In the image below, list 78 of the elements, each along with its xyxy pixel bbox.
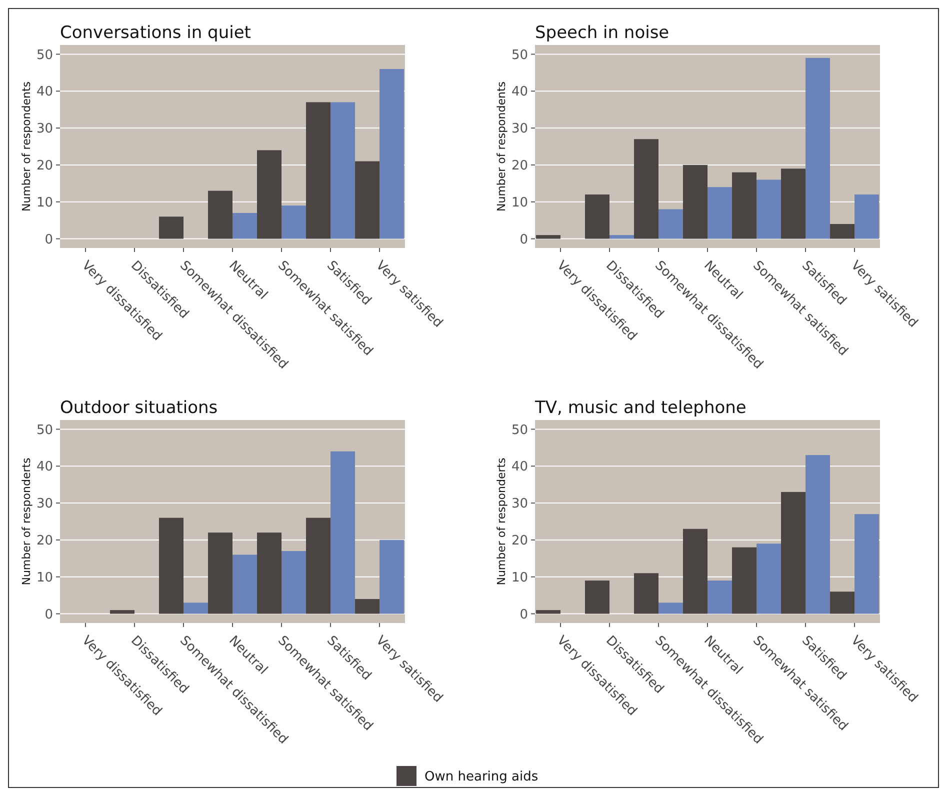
bar [830, 224, 855, 239]
y-tick-label: 30 [36, 496, 53, 512]
bar [584, 580, 610, 614]
bar [158, 216, 184, 239]
bar [355, 161, 380, 239]
y-tick-label: 40 [511, 460, 528, 475]
y-tick-label: 40 [36, 84, 53, 100]
y-tick-label: 10 [511, 570, 528, 586]
y-tick-label: 30 [36, 122, 53, 137]
chart-title: Conversations in quiet [60, 23, 252, 43]
chart-title: Outdoor situations [60, 398, 218, 418]
bar [536, 235, 560, 239]
bar [682, 164, 708, 239]
bar [682, 528, 708, 614]
y-tick-label: 30 [511, 122, 528, 137]
bar [355, 599, 380, 614]
y-axis-title: Number of responderts [495, 457, 508, 586]
bar [183, 602, 208, 614]
bar [208, 190, 232, 239]
chart-title: TV, music and telephone [534, 398, 746, 418]
legend-label: Own hearing aids [424, 770, 538, 785]
bar [781, 168, 806, 239]
y-tick-label: 50 [511, 48, 528, 63]
bar [282, 206, 306, 239]
bar [232, 554, 258, 614]
bar [732, 172, 757, 239]
y-tick-label: 10 [36, 195, 53, 210]
bar [658, 602, 683, 614]
bar [634, 573, 658, 614]
y-tick-label: 0 [44, 232, 53, 248]
bar [330, 102, 356, 239]
y-tick-label: 20 [36, 158, 53, 174]
bar [708, 187, 732, 239]
bar [806, 455, 830, 614]
y-tick-label: 0 [520, 607, 528, 622]
bar [854, 194, 880, 239]
y-tick-label: 20 [511, 534, 528, 549]
bar [380, 540, 404, 614]
y-tick-label: 0 [520, 232, 528, 248]
y-axis-title: Number of respondents [20, 81, 33, 212]
bar [830, 592, 855, 614]
bar [609, 235, 634, 239]
bar [380, 68, 404, 239]
bar [306, 518, 331, 614]
bar [306, 102, 331, 239]
bar [232, 212, 258, 239]
bar [708, 580, 732, 614]
bar [854, 514, 880, 614]
bar [781, 492, 806, 614]
bar [732, 547, 757, 614]
bar [257, 150, 282, 239]
bar [658, 209, 683, 239]
bar [584, 194, 610, 239]
y-tick-label: 0 [44, 607, 53, 622]
y-tick-label: 10 [36, 570, 53, 586]
bar [806, 58, 830, 239]
bar [282, 551, 306, 614]
bar [110, 610, 134, 614]
bar [208, 532, 232, 614]
y-tick-label: 40 [511, 84, 528, 100]
y-tick-label: 20 [36, 534, 53, 549]
bar [536, 610, 560, 614]
bar [257, 532, 282, 614]
bar [756, 180, 782, 239]
chart-title: Speech in noise [535, 23, 670, 43]
y-axis-title: Number of respondents [495, 81, 508, 212]
y-tick-label: 30 [511, 496, 528, 512]
y-tick-label: 50 [511, 422, 528, 438]
bar [634, 139, 658, 239]
bar [158, 518, 184, 614]
y-tick-label: 40 [36, 460, 53, 475]
y-tick-label: 20 [511, 158, 528, 174]
bar [330, 451, 356, 614]
bar [756, 544, 782, 614]
y-tick-label: 50 [36, 48, 53, 63]
y-tick-label: 10 [511, 195, 528, 210]
y-axis-title: Number of responderts [20, 457, 33, 586]
y-tick-label: 50 [36, 422, 53, 438]
